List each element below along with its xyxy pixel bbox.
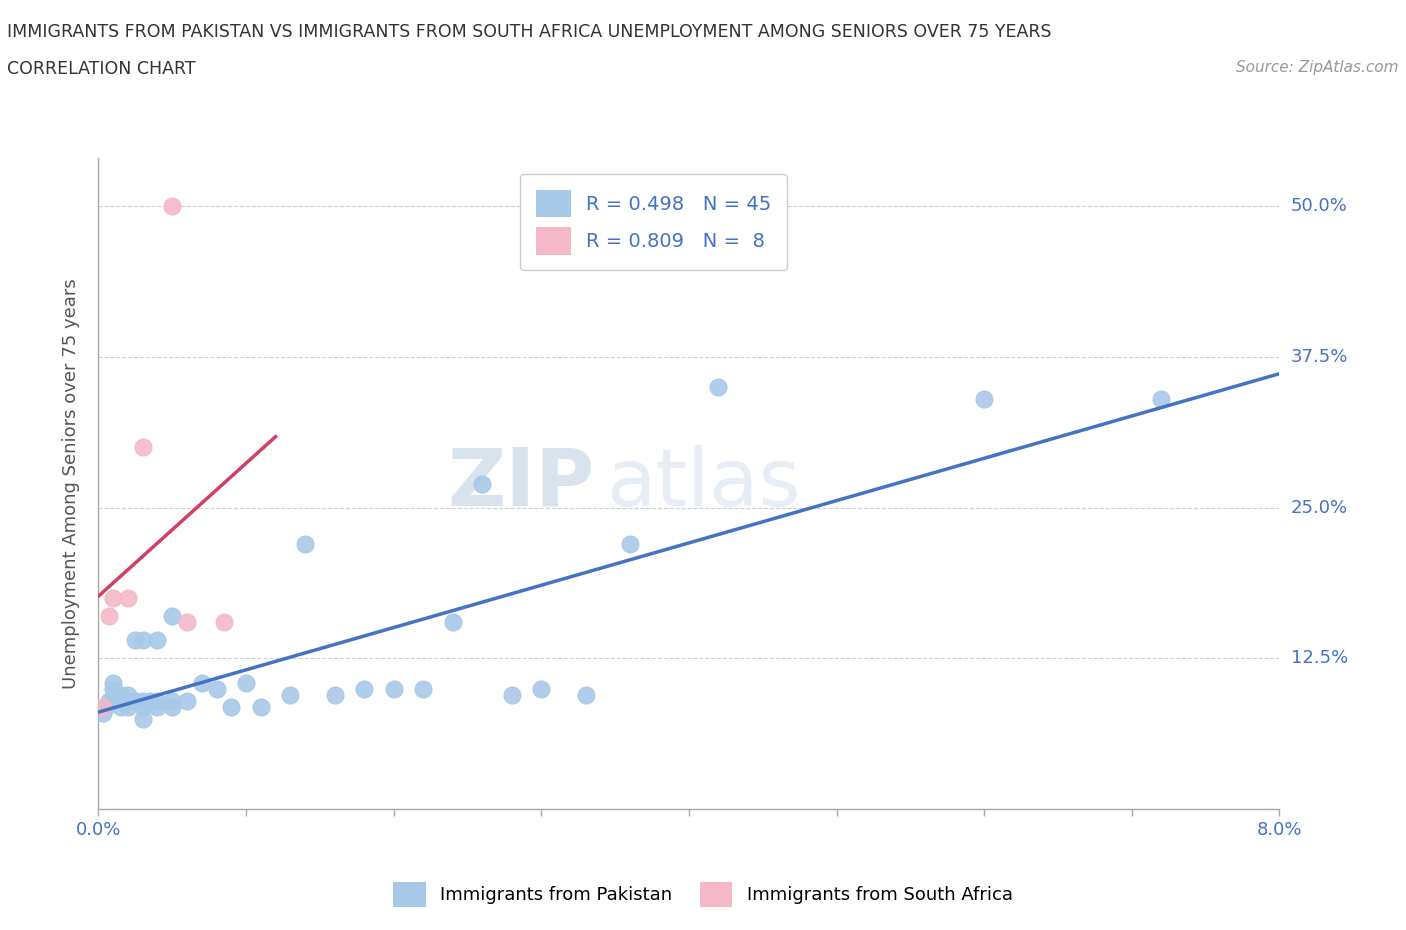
Point [530,681,553,696]
Point [124,693,146,708]
Text: 50.0%: 50.0% [1291,197,1347,216]
Point [97,693,120,708]
Point [162,609,183,624]
Point [97,609,120,624]
Point [103,591,124,605]
Point [162,199,183,214]
Point [132,440,155,455]
Point [146,633,169,648]
Point [205,681,228,696]
Point [278,687,301,702]
Point [132,693,155,708]
Point [235,675,257,690]
Point [103,675,124,690]
Text: IMMIGRANTS FROM PAKISTAN VS IMMIGRANTS FROM SOUTH AFRICA UNEMPLOYMENT AMONG SENI: IMMIGRANTS FROM PAKISTAN VS IMMIGRANTS F… [7,23,1052,41]
Point [574,687,596,702]
Point [323,687,346,702]
Legend: R = 0.498   N = 45, R = 0.809   N =  8: R = 0.498 N = 45, R = 0.809 N = 8 [520,174,787,271]
Point [110,687,132,702]
Point [162,693,183,708]
Point [219,699,242,714]
Point [212,615,235,630]
Point [162,699,183,714]
Point [94,699,117,714]
Text: 25.0%: 25.0% [1291,498,1348,517]
Y-axis label: Unemployment Among Seniors over 75 years: Unemployment Among Seniors over 75 years [62,278,80,689]
Point [1150,392,1173,406]
Point [146,693,169,708]
Point [176,693,198,708]
Point [117,687,139,702]
Point [110,699,132,714]
Point [103,681,124,696]
Text: Source: ZipAtlas.com: Source: ZipAtlas.com [1236,60,1399,75]
Point [117,699,139,714]
Point [471,476,494,491]
Point [191,675,214,690]
Point [117,591,139,605]
Point [132,633,155,648]
Text: CORRELATION CHART: CORRELATION CHART [7,60,195,78]
Text: atlas: atlas [606,445,800,523]
Point [441,615,464,630]
Point [250,699,273,714]
Point [619,537,641,551]
Text: 37.5%: 37.5% [1291,348,1348,366]
Point [132,711,155,726]
Point [707,379,730,394]
Legend: Immigrants from Pakistan, Immigrants from South Africa: Immigrants from Pakistan, Immigrants fro… [384,872,1022,916]
Point [91,705,114,720]
Point [117,693,139,708]
Point [294,537,316,551]
Point [353,681,375,696]
Point [103,693,124,708]
Text: ZIP: ZIP [447,445,595,523]
Point [176,615,198,630]
Point [382,681,405,696]
Point [132,699,155,714]
Text: 12.5%: 12.5% [1291,649,1348,668]
Point [501,687,523,702]
Point [91,699,114,714]
Point [146,699,169,714]
Point [139,693,162,708]
Point [973,392,995,406]
Point [124,633,146,648]
Point [412,681,434,696]
